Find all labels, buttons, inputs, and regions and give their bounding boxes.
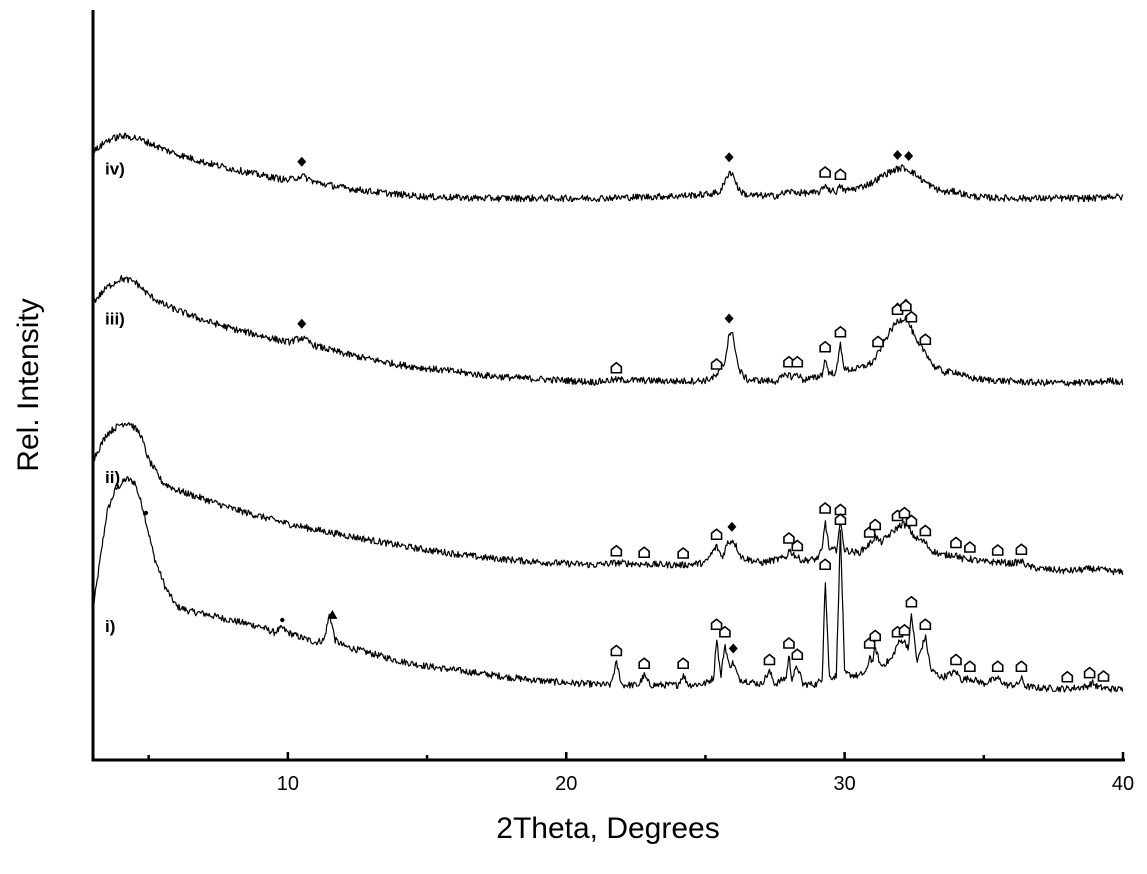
trace-4: [92, 132, 1124, 203]
trace-group: [92, 132, 1124, 693]
marker-house-3-1: [710, 357, 723, 370]
marker-asterisk-6-0: [143, 510, 149, 516]
trace-label-group: i) ii) iii) iv): [105, 160, 125, 637]
marker-house-5-9: [869, 518, 882, 531]
marker-house-9-16: [950, 653, 962, 666]
marker-house-3-7: [891, 303, 904, 316]
marker-house-1-1: [834, 168, 847, 181]
x-axis-title: 2Theta, Degrees: [496, 812, 719, 845]
y-axis-title: Rel. Intensity: [12, 298, 45, 471]
x-tick-label-30: 30: [833, 773, 855, 795]
marker-house-9-21: [1083, 666, 1096, 679]
marker-house-3-9: [905, 310, 918, 323]
marker-house-5-1: [638, 546, 650, 559]
trace-2: [92, 422, 1124, 576]
marker-diamond-0-3: [904, 151, 914, 161]
marker-group: [143, 150, 1110, 683]
x-tick-label-10: 10: [277, 773, 299, 795]
marker-house-9-0: [610, 644, 623, 657]
marker-house-5-14: [950, 536, 962, 549]
marker-house-5-7: [834, 503, 847, 516]
marker-house-5-2: [677, 546, 689, 559]
trace-1: [92, 476, 1124, 693]
marker-house-5-16: [991, 543, 1004, 556]
marker-house-9-17: [964, 660, 976, 673]
marker-diamond-0-1: [724, 152, 734, 163]
marker-house-3-0: [610, 361, 623, 374]
marker-diamond-2-1: [724, 313, 734, 324]
marker-house-1-0: [819, 165, 831, 178]
marker-house-9-14: [905, 595, 918, 608]
x-tick-group: 10 20 30 40: [147, 752, 1134, 795]
marker-diamond-2-0: [297, 318, 307, 329]
marker-house-5-11: [898, 506, 911, 519]
marker-house-3-10: [919, 333, 932, 346]
marker-house-5-15: [964, 540, 976, 553]
marker-house-5-13: [919, 524, 932, 537]
trace-label-3: iii): [105, 310, 125, 329]
marker-house-3-8: [900, 299, 912, 312]
marker-house-5-6: [819, 501, 831, 514]
marker-house-9-15: [919, 618, 932, 631]
marker-diamond-8-0: [728, 643, 738, 654]
marker-house-9-9: [834, 513, 847, 526]
marker-house-9-2: [677, 657, 689, 670]
marker-house-3-6: [872, 335, 884, 348]
marker-triangle-7-0: [327, 609, 338, 619]
x-tick-label-40: 40: [1112, 773, 1134, 795]
trace-3: [92, 275, 1124, 387]
marker-house-9-11: [869, 629, 882, 642]
marker-house-3-4: [819, 340, 831, 353]
marker-house-9-13: [898, 623, 911, 636]
marker-house-9-19: [1015, 660, 1028, 673]
x-tick-label-20: 20: [555, 773, 577, 795]
marker-house-9-4: [719, 625, 731, 638]
marker-house-9-18: [991, 660, 1004, 673]
marker-house-9-8: [819, 558, 831, 571]
marker-house-9-22: [1097, 669, 1110, 682]
marker-house-5-5: [791, 539, 804, 552]
marker-house-5-17: [1015, 543, 1028, 556]
marker-house-5-12: [905, 514, 918, 527]
marker-house-9-6: [783, 636, 795, 649]
trace-label-2: ii): [105, 468, 120, 487]
marker-diamond-0-0: [297, 156, 307, 167]
plot-frame: [91, 10, 1125, 762]
marker-house-3-3: [791, 355, 804, 368]
trace-label-4: iv): [105, 160, 125, 179]
marker-house-9-1: [638, 657, 650, 670]
marker-house-9-5: [763, 653, 776, 666]
marker-diamond-0-2: [893, 150, 903, 160]
marker-diamond-4-0: [727, 521, 737, 532]
marker-asterisk-6-1: [280, 617, 285, 623]
marker-house-3-5: [834, 325, 847, 338]
marker-house-5-3: [710, 528, 723, 541]
marker-house-9-3: [710, 618, 723, 631]
marker-house-5-0: [610, 544, 623, 557]
marker-house-9-7: [791, 648, 804, 661]
marker-house-9-20: [1061, 670, 1074, 683]
trace-label-1: i): [105, 617, 115, 636]
marker-house-5-4: [783, 531, 795, 544]
